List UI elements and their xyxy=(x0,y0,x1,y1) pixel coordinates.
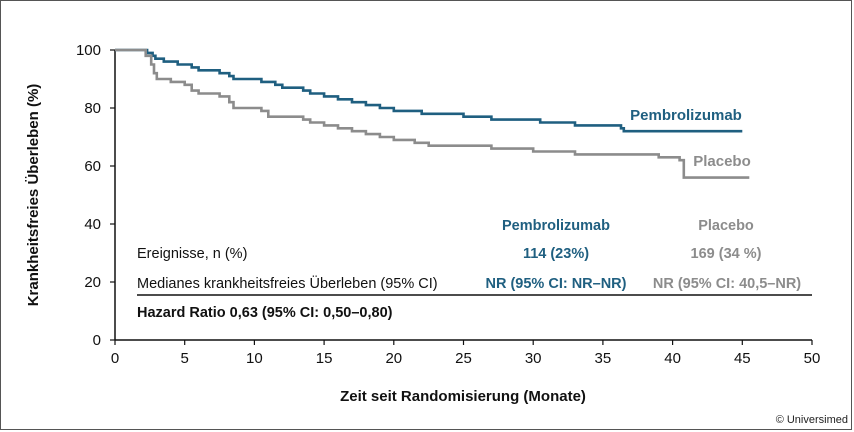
y-ticks: 0 20 40 60 80 100 xyxy=(76,42,115,349)
x-tick-label: 20 xyxy=(385,350,402,367)
x-tick-label: 30 xyxy=(525,350,542,367)
row-events-label: Ereignisse, n (%) xyxy=(137,246,247,262)
copyright-notice: © Universimed xyxy=(775,414,848,426)
x-tick-label: 10 xyxy=(246,350,263,367)
x-tick-label: 50 xyxy=(804,350,821,367)
series-label-placebo: Placebo xyxy=(693,153,751,170)
x-tick-label: 0 xyxy=(111,350,119,367)
y-tick-label: 40 xyxy=(84,216,101,233)
y-axis-title: Krankheitsfreies Überleben (%) xyxy=(25,84,42,307)
y-tick-label: 0 xyxy=(93,332,101,349)
x-axis-title: Zeit seit Randomisierung (Monate) xyxy=(340,388,586,405)
x-tick-label: 15 xyxy=(316,350,333,367)
row-median-label: Medianes krankheitsfreies Überleben (95%… xyxy=(137,274,438,292)
series-group xyxy=(115,48,750,179)
table-header-pembrolizumab: Pembrolizumab xyxy=(502,218,610,234)
summary-table: Pembrolizumab Placebo Ereignisse, n (%) … xyxy=(137,218,812,321)
y-tick-label: 100 xyxy=(76,42,101,59)
y-tick-label: 20 xyxy=(84,274,101,291)
table-header-placebo: Placebo xyxy=(698,218,754,234)
x-tick-label: 45 xyxy=(734,350,751,367)
series-line-pembrolizumab xyxy=(115,48,743,133)
x-tick-label: 25 xyxy=(455,350,472,367)
y-tick-label: 60 xyxy=(84,158,101,175)
y-tick-label: 80 xyxy=(84,100,101,117)
row-events-pembrolizumab: 114 (23%) xyxy=(523,246,589,262)
hazard-ratio: Hazard Ratio 0,63 (95% CI: 0,50–0,80) xyxy=(137,305,393,321)
x-tick-label: 35 xyxy=(595,350,612,367)
x-tick-label: 5 xyxy=(181,350,189,367)
row-median-placebo: NR (95% CI: 40,5–NR) xyxy=(653,276,801,292)
series-line-placebo xyxy=(115,48,750,179)
x-tick-label: 40 xyxy=(664,350,681,367)
row-events-placebo: 169 (34 %) xyxy=(691,246,762,262)
row-median-pembrolizumab: NR (95% CI: NR–NR) xyxy=(486,276,627,292)
series-label-pembrolizumab: Pembrolizumab xyxy=(630,107,742,124)
x-ticks: 0 5 10 15 20 25 30 35 40 45 50 xyxy=(111,340,821,367)
